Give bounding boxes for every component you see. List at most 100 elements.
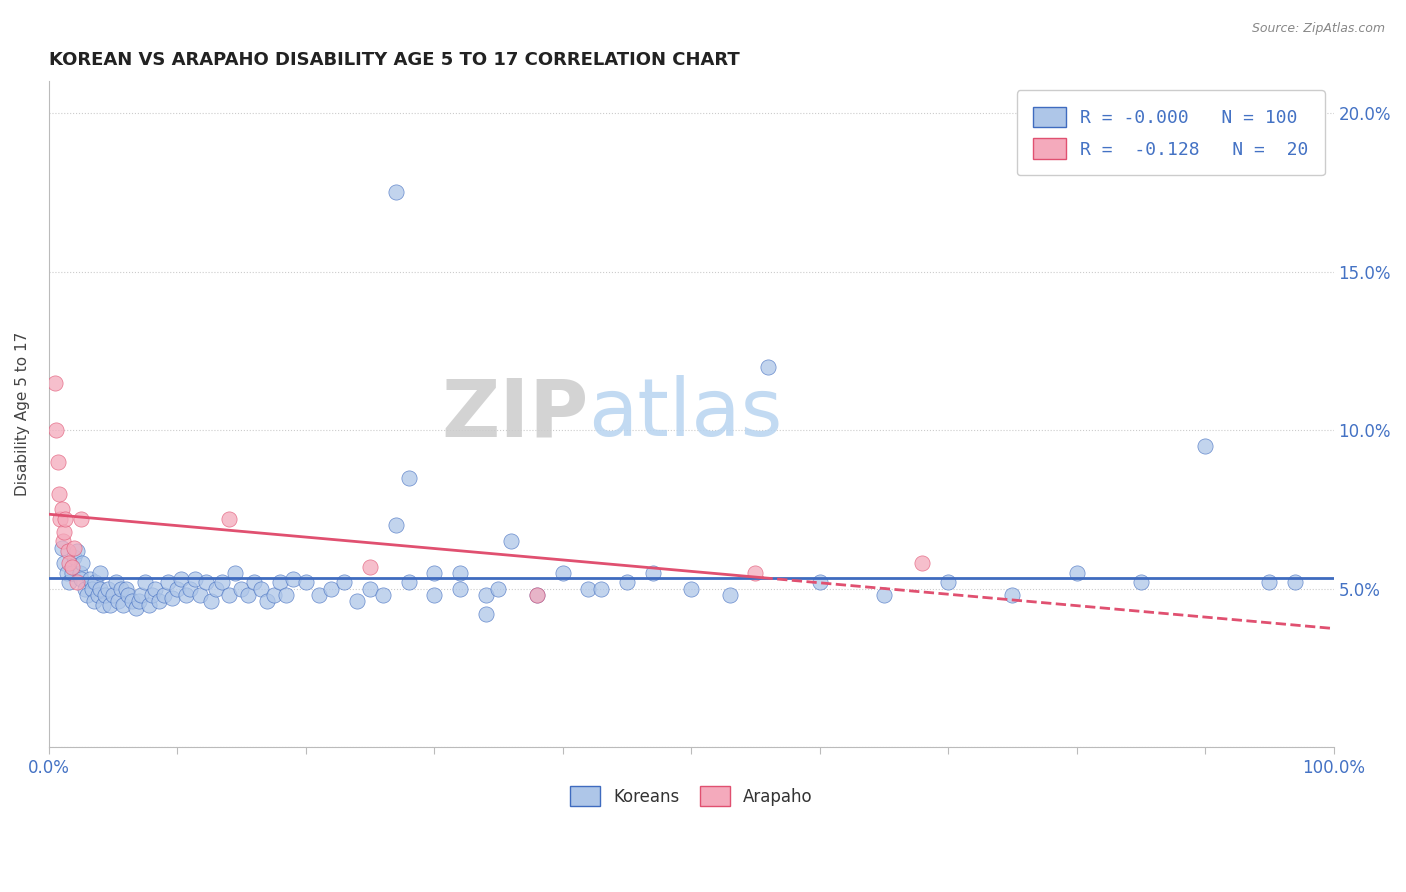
Point [73,582,96,596]
Point [84,575,107,590]
Point [346,594,368,608]
Point [52,534,75,549]
Point [45,423,67,437]
Point [53,524,76,539]
Point [616,575,638,590]
Point [134,575,156,590]
Text: KOREAN VS ARAPAHO DISABILITY AGE 5 TO 17 CORRELATION CHART: KOREAN VS ARAPAHO DISABILITY AGE 5 TO 17… [49,51,740,69]
Point [190,588,212,602]
Point [591,582,613,596]
Point [104,575,127,590]
Point [423,588,446,602]
Point [117,588,139,602]
Point [141,588,163,602]
Point [153,588,176,602]
Point [49,512,72,526]
Point [474,588,496,602]
Point [89,582,111,596]
Point [70,572,93,586]
Point [48,486,70,500]
Point [449,566,471,580]
Point [1194,439,1216,453]
Point [744,566,766,580]
Point [194,575,217,590]
Point [166,582,188,596]
Point [76,588,98,602]
Text: ZIP: ZIP [441,376,588,453]
Point [488,582,510,596]
Point [243,575,266,590]
Point [911,557,934,571]
Point [97,582,120,596]
Text: Source: ZipAtlas.com: Source: ZipAtlas.com [1251,22,1385,36]
Point [936,575,959,590]
Legend: Koreans, Arapaho: Koreans, Arapaho [564,780,820,813]
Point [51,502,73,516]
Point [1066,566,1088,580]
Point [82,582,104,596]
Point [1258,575,1281,590]
Point [384,186,406,200]
Point [63,541,86,555]
Point [69,566,91,580]
Point [46,455,69,469]
Point [125,600,148,615]
Point [281,572,304,586]
Point [170,572,193,586]
Point [808,575,831,590]
Point [184,572,207,586]
Point [1129,575,1152,590]
Point [94,588,117,602]
Point [70,557,93,571]
Point [86,588,108,602]
Point [501,534,523,549]
Point [449,582,471,596]
Point [145,582,167,596]
Point [359,559,381,574]
Point [576,582,599,596]
Point [218,512,240,526]
Point [276,588,298,602]
Y-axis label: Disability Age 5 to 17: Disability Age 5 to 17 [15,332,30,497]
Point [384,518,406,533]
Point [56,543,79,558]
Point [55,512,77,526]
Point [179,582,201,596]
Point [115,582,138,596]
Point [231,582,253,596]
Point [51,541,73,555]
Point [1001,588,1024,602]
Point [138,598,160,612]
Point [249,582,271,596]
Point [321,582,343,596]
Point [160,591,183,606]
Point [89,566,111,580]
Point [58,575,80,590]
Point [91,598,114,612]
Point [526,588,548,602]
Point [112,598,135,612]
Point [294,575,316,590]
Point [308,588,330,602]
Point [256,594,278,608]
Point [70,512,93,526]
Point [83,594,105,608]
Point [371,588,394,602]
Point [224,566,246,580]
Point [873,588,896,602]
Point [58,557,80,571]
Point [174,588,197,602]
Point [79,572,101,586]
Point [100,598,122,612]
Point [474,607,496,622]
Point [101,588,124,602]
Point [263,588,285,602]
Point [218,588,240,602]
Point [526,588,548,602]
Point [148,594,170,608]
Point [60,559,83,574]
Point [55,566,77,580]
Point [66,543,89,558]
Point [551,566,574,580]
Point [398,575,420,590]
